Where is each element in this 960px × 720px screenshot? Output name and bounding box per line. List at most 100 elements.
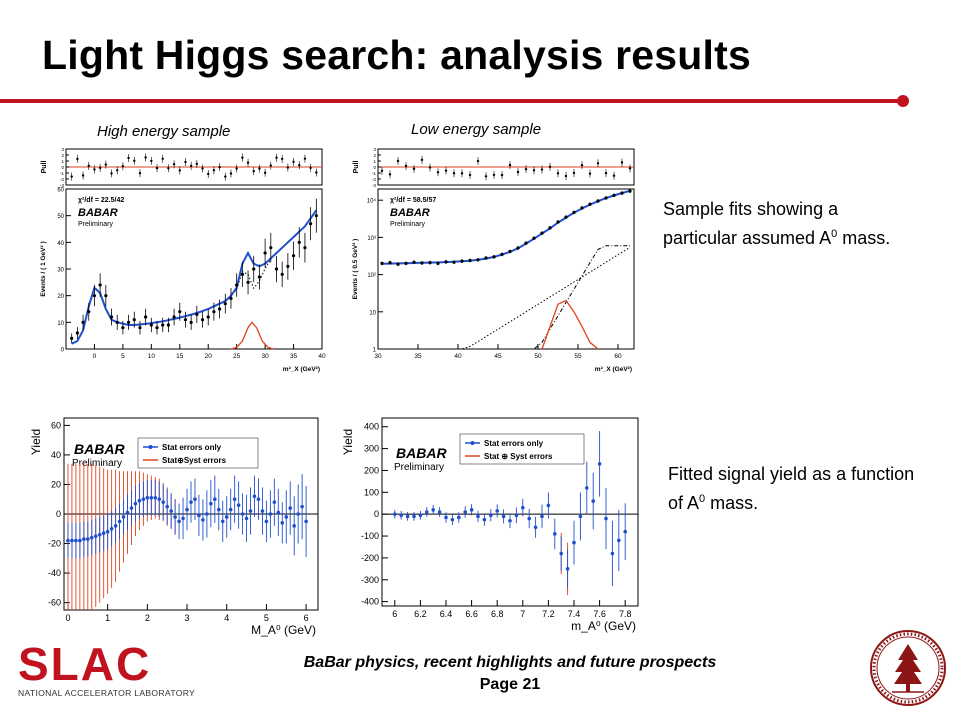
yield-point [444,515,448,520]
data-point [126,320,131,324]
yield-point [177,519,181,524]
yield-point [149,495,154,500]
data-point [81,320,85,324]
yield-point [272,500,277,504]
footer-title: BaBar physics, recent highlights and fut… [303,654,717,671]
pull-point [161,157,164,161]
y-tick-label: 100 [364,487,379,497]
pull-tick-label: 2 [373,153,376,158]
data-point [212,310,216,314]
yield-point [304,519,308,524]
x-tick-label: 30 [374,353,382,360]
data-point [70,336,74,340]
y-tick-label: 10 [369,310,376,316]
legend-stat-label: Stat errors only [484,439,544,448]
x-tick-label: 30 [261,353,269,360]
pull-tick-label: -3 [372,183,376,188]
x-tick-label: 7.4 [568,609,581,619]
x-tick-label: 7.2 [542,609,555,619]
yield-point [109,526,114,531]
yield-point [93,534,98,538]
yield-point [157,497,162,502]
pull-tick-label: -2 [60,177,64,182]
pull-tick-label: 3 [373,147,376,152]
pull-point [127,156,130,160]
data-point [263,251,267,255]
yield-point [205,512,209,516]
data-point [380,261,384,266]
yield-point [431,508,435,512]
pull-point [116,169,119,172]
slac-logo-subtitle: NATIONAL ACCELERATOR LABORATORY [18,688,196,698]
pull-point [564,174,568,178]
data-point [280,272,284,276]
data-point [183,318,188,322]
yield-point [264,519,269,524]
preliminary-label: Preliminary [394,462,444,473]
pull-point [315,171,318,174]
pull-point [524,167,528,171]
yield-point [252,494,257,499]
y-tick-label: 0 [61,348,65,354]
data-point [564,215,568,219]
pull-point [201,167,204,170]
caption-low-energy: Low energy sample [411,121,542,138]
y-tick-label: 0 [56,509,61,519]
data-point [149,323,153,327]
pull-point [292,160,295,164]
yield-point [216,507,221,512]
pull-point [628,167,632,170]
combinatoric-curve [382,246,631,350]
data-point [444,260,448,264]
yield-point [514,513,519,518]
data-point [596,199,600,203]
pull-tick-label: -1 [372,171,376,176]
pull-point [580,163,584,167]
pull-point [460,172,464,175]
pull-tick-label: -1 [60,171,64,176]
data-point [580,206,584,210]
pull-point [98,166,102,170]
y-tick-label: -300 [361,575,379,585]
yield-point [482,517,487,522]
pull-tick-label: 0 [373,165,376,170]
yield-point [469,508,474,512]
data-point [200,318,205,322]
data-point [109,315,114,319]
pull-tick-label: 1 [373,159,376,164]
chi2-label: χ²/df = 58.5/57 [390,197,436,204]
yield-point [585,486,589,490]
pull-point [275,156,278,159]
pull-point [258,167,261,170]
pull-point [212,169,216,172]
legend-box [459,433,585,465]
yield-point [489,513,493,518]
data-point [98,283,102,287]
x-tick-label: 10 [148,353,156,360]
description-fits-tail: mass. [837,228,891,248]
pull-point [309,166,312,170]
yield-point [284,515,289,519]
yield-point [546,503,551,508]
y-tick-label: -40 [48,568,61,578]
pull-point [269,164,272,167]
data-point [269,246,273,250]
y-axis-label: Yield [30,429,43,455]
x-tick-label: 1 [105,613,110,623]
yield-point [228,507,233,512]
total-fit-curve [71,209,318,345]
yield-point [220,519,225,524]
x-tick-label: 4 [224,613,229,623]
x-tick-label: 6.8 [491,609,504,619]
pull-point [155,166,159,170]
babar-logo: BABAR [396,445,447,461]
yield-point [591,499,595,503]
data-point [500,252,504,256]
data-point [144,315,148,319]
data-point [468,258,472,263]
legend-stat-marker [470,441,475,445]
yield-point [501,514,506,519]
yield-point [117,519,122,524]
y-tick-label: 300 [364,444,379,454]
